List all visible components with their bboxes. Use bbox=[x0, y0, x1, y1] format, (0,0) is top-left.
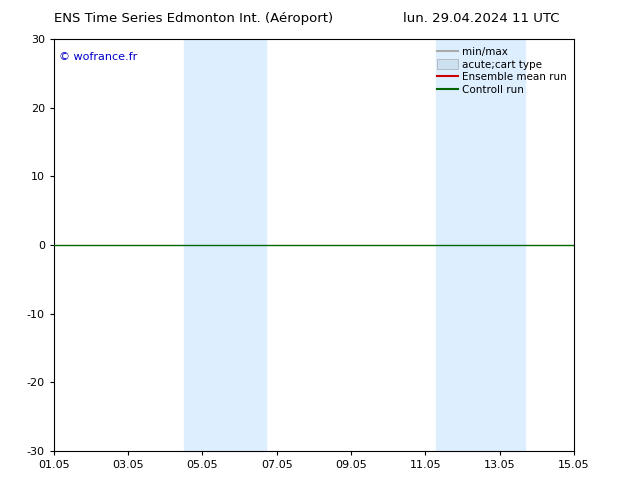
Legend: min/max, acute;cart type, Ensemble mean run, Controll run: min/max, acute;cart type, Ensemble mean … bbox=[435, 45, 569, 98]
Bar bbox=[184, 39, 221, 451]
Bar bbox=[221, 39, 266, 451]
Text: ENS Time Series Edmonton Int. (Aéroport): ENS Time Series Edmonton Int. (Aéroport) bbox=[54, 12, 333, 25]
Bar bbox=[436, 39, 474, 451]
Bar bbox=[474, 39, 526, 451]
Text: lun. 29.04.2024 11 UTC: lun. 29.04.2024 11 UTC bbox=[403, 12, 559, 25]
Text: © wofrance.fr: © wofrance.fr bbox=[59, 51, 138, 62]
